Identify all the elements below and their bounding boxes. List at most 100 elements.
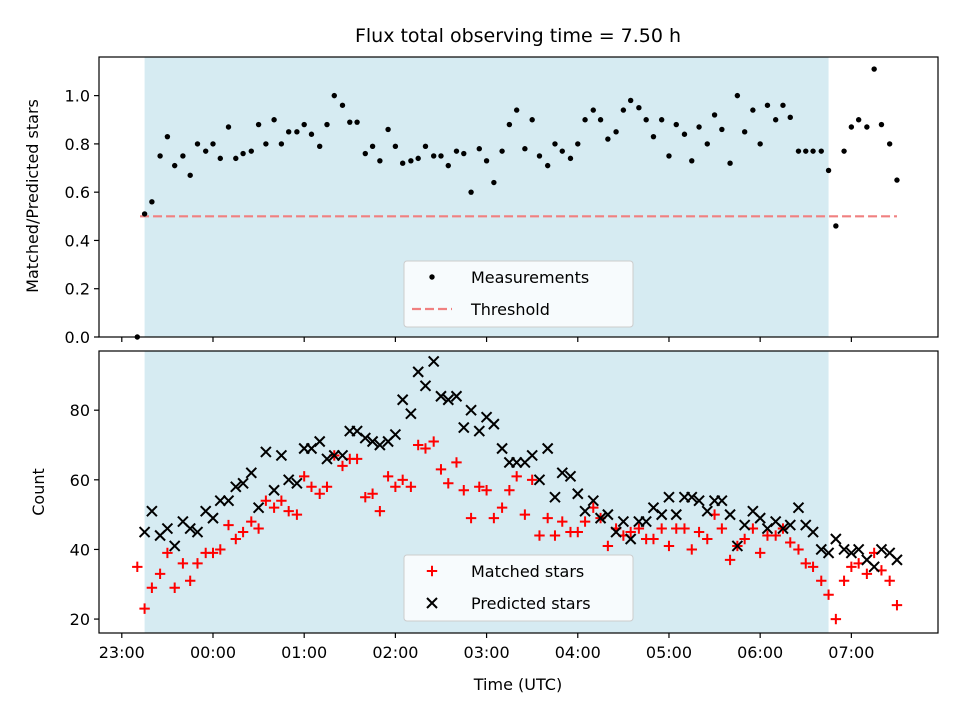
data-point [620, 107, 627, 113]
data-point [655, 508, 668, 521]
data-point [275, 449, 288, 462]
data-point [754, 512, 766, 524]
data-point [590, 107, 596, 113]
data-point [359, 432, 371, 444]
data-point [686, 491, 698, 503]
data-point [435, 390, 447, 402]
data-point [803, 148, 809, 154]
data-point [438, 153, 444, 159]
data-point [818, 148, 824, 154]
data-point [316, 143, 323, 150]
data-point [255, 121, 262, 128]
legend-marker-measurements [429, 274, 435, 280]
data-point [177, 558, 189, 569]
data-point [194, 141, 201, 147]
data-point [602, 540, 614, 552]
data-point [582, 117, 588, 123]
data-point [823, 589, 834, 600]
data-point [412, 439, 424, 451]
data-point [146, 582, 158, 593]
data-point [192, 558, 203, 569]
data-point [415, 155, 421, 162]
data-point [534, 530, 545, 541]
top-y-tick-label: 0.4 [65, 231, 90, 250]
data-point [374, 505, 386, 517]
top-legend: Measurements Threshold [403, 260, 634, 328]
data-point [488, 418, 500, 430]
data-point [702, 533, 713, 545]
bottom-y-tick-label: 80 [70, 401, 90, 420]
data-point [278, 141, 285, 147]
data-point [529, 117, 535, 123]
data-point [536, 153, 543, 159]
legend-label: Measurements [471, 268, 589, 287]
data-point [513, 107, 520, 113]
data-point [542, 512, 553, 524]
bottom-series-predicted-stars [138, 355, 903, 573]
data-point [617, 515, 630, 528]
data-point [739, 533, 750, 545]
data-point [549, 530, 561, 541]
data-point [428, 436, 439, 447]
data-point [366, 435, 379, 448]
data-point [157, 153, 163, 159]
data-point [184, 522, 196, 535]
data-point [427, 355, 440, 368]
data-point [252, 501, 265, 514]
data-point [845, 547, 858, 559]
data-point [180, 153, 186, 159]
data-point [298, 471, 310, 482]
data-point [374, 439, 386, 451]
data-point [846, 561, 857, 573]
data-point [237, 526, 249, 538]
data-point [245, 467, 258, 479]
data-point [138, 526, 151, 538]
data-point [822, 547, 835, 559]
data-point [360, 492, 371, 503]
data-point [442, 394, 454, 406]
x-axis-label: Time (UTC) [473, 675, 562, 694]
top-series-measurements [134, 66, 900, 340]
data-point [605, 136, 611, 142]
data-point [741, 129, 748, 135]
data-point [405, 407, 417, 420]
legend-frame [403, 554, 634, 622]
data-point [488, 512, 500, 524]
data-point [504, 485, 515, 496]
data-point [686, 544, 697, 555]
data-point [435, 464, 447, 475]
data-point [526, 449, 538, 462]
legend-label: Predicted stars [471, 594, 591, 613]
data-point [650, 133, 657, 140]
data-point [214, 494, 226, 507]
data-point [787, 114, 793, 121]
data-point [640, 515, 652, 528]
data-point [838, 575, 850, 586]
data-point [656, 523, 667, 534]
data-point [519, 509, 531, 520]
data-point [382, 471, 394, 482]
data-point [830, 613, 842, 625]
data-point [663, 491, 675, 503]
data-point [764, 102, 771, 108]
data-point [328, 449, 340, 462]
data-point [627, 97, 634, 104]
chart-title: Flux total observing time = 7.50 h [355, 25, 681, 47]
data-point [339, 102, 346, 108]
data-point [679, 523, 690, 534]
data-point [549, 491, 561, 503]
data-point [313, 435, 326, 448]
data-point [354, 119, 360, 125]
top-panel: 0.0 0.2 0.4 0.6 0.8 1.0 Measurements Threshold [65, 56, 939, 347]
data-point [772, 117, 779, 123]
data-point [149, 199, 155, 205]
x-tick-label: 02:00 [372, 643, 418, 662]
data-point [248, 148, 254, 154]
bottom-axes-frame [98, 350, 939, 634]
data-point [780, 102, 786, 108]
data-point [453, 148, 460, 154]
data-point [217, 155, 223, 162]
data-point [291, 477, 303, 490]
data-point [285, 129, 292, 135]
data-point [784, 519, 796, 531]
